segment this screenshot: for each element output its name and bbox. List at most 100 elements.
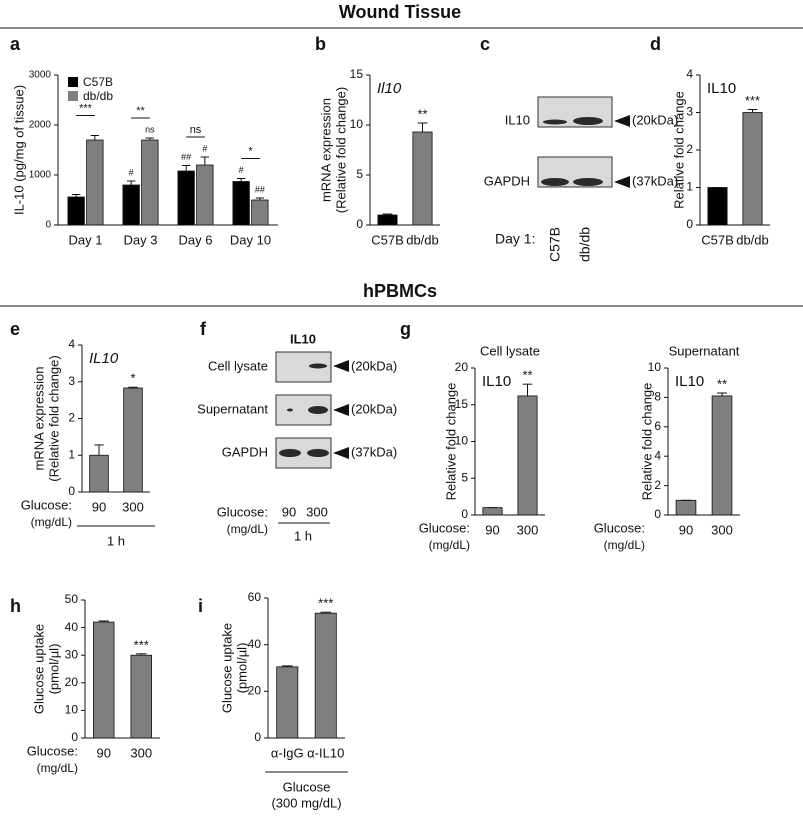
- y-axis-label: Relative fold change: [443, 383, 458, 501]
- y-axis-label: Glucose uptake: [219, 623, 234, 713]
- x-axis-label: (mg/dL): [31, 515, 72, 529]
- y-tick-label: 4: [654, 448, 661, 462]
- y-axis-label: Glucose uptake: [31, 624, 46, 714]
- y-tick-label: 20: [248, 684, 262, 698]
- x-tick-label: Day 3: [124, 232, 158, 247]
- x-axis-label: (mg/dL): [604, 538, 645, 552]
- panel-label: i: [198, 596, 203, 616]
- inset-label: IL10: [482, 373, 511, 390]
- blot-band: [573, 178, 603, 186]
- y-tick-label: 10: [350, 117, 364, 131]
- blot-header: IL10: [290, 331, 316, 346]
- x-tick-label: 90: [92, 499, 106, 514]
- x-axis-label: Glucose:: [594, 520, 645, 535]
- y-tick-label: 10: [65, 703, 79, 717]
- x-axis-label: (mg/dL): [37, 761, 78, 775]
- blot-x-label: Day 1:: [495, 231, 535, 247]
- inset-label: IL10: [675, 373, 704, 390]
- blot-row-label: IL10: [505, 112, 530, 127]
- y-tick-label: 40: [65, 620, 79, 634]
- blot-lane-label: db/db: [577, 227, 593, 262]
- y-tick-label: 3: [68, 374, 75, 388]
- y-tick-label: 10: [455, 434, 469, 448]
- y-axis-label: (pmol/µl): [46, 644, 61, 695]
- y-tick-label: 0: [254, 730, 261, 744]
- section-title: Wound Tissue: [339, 2, 461, 22]
- x-tick-label: C57B: [701, 232, 734, 247]
- x-tick-label: Day 10: [230, 232, 271, 247]
- bracket-label: *: [248, 145, 253, 157]
- x-tick-label: α-IL10: [307, 745, 344, 760]
- blot-size-label: (20kDa): [351, 358, 397, 373]
- y-tick-label: 0: [654, 507, 661, 521]
- blot-size-label: (20kDa): [351, 401, 397, 416]
- bar-annotation: ***: [745, 93, 760, 108]
- bar: [251, 199, 269, 226]
- y-tick-label: 3: [686, 105, 693, 119]
- y-tick-label: 2: [654, 478, 661, 492]
- bar: [232, 181, 250, 226]
- chart-title: Supernatant: [669, 343, 740, 358]
- bar: [314, 612, 337, 739]
- x-tick-label: 90: [679, 522, 693, 537]
- y-tick-label: 6: [654, 419, 661, 433]
- bar: [482, 507, 503, 516]
- blot-band: [541, 178, 569, 186]
- blot-row-label: GAPDH: [222, 444, 268, 459]
- blot-x-label: (mg/dL): [227, 522, 268, 536]
- y-tick-label: 30: [65, 647, 79, 661]
- bar-annotation: ##: [181, 152, 191, 162]
- y-axis-label: Relative fold change: [671, 91, 686, 209]
- bar-annotation: **: [522, 368, 532, 383]
- chart-title: Cell lysate: [480, 343, 540, 358]
- footer-label: Glucose: [283, 779, 331, 794]
- inset-label: IL10: [89, 350, 119, 367]
- blot-band: [279, 449, 301, 457]
- x-tick-label: 300: [711, 522, 733, 537]
- bar-annotation: ##: [255, 184, 265, 194]
- bar: [711, 395, 733, 516]
- y-axis-label: IL-10 (pg/mg of tissue): [11, 85, 26, 215]
- panel-label: a: [10, 34, 21, 54]
- y-axis-label: mRNA expression: [31, 366, 46, 470]
- blot-size-label: (37kDa): [632, 173, 678, 188]
- y-tick-label: 60: [248, 590, 262, 604]
- y-tick-label: 2: [686, 142, 693, 156]
- panel-label: h: [10, 596, 21, 616]
- x-tick-label: 300: [517, 522, 539, 537]
- blot-band: [543, 119, 567, 125]
- blot-footer: 1 h: [294, 528, 312, 543]
- bar: [130, 654, 152, 739]
- blot-row-label: Cell lysate: [208, 358, 268, 373]
- x-axis-label: Glucose:: [21, 497, 72, 512]
- y-axis-label: mRNA expression: [318, 98, 333, 202]
- bar: [276, 666, 299, 739]
- bar-annotation: #: [202, 143, 207, 153]
- x-tick-label: Day 1: [69, 232, 103, 247]
- panel-label: f: [200, 319, 207, 339]
- bar: [742, 112, 763, 226]
- y-tick-label: 1000: [29, 170, 52, 181]
- legend-label: db/db: [83, 89, 113, 103]
- bar: [196, 164, 214, 226]
- legend-swatch: [68, 77, 78, 87]
- y-tick-label: 0: [356, 217, 363, 231]
- y-tick-label: 4: [68, 337, 75, 351]
- blot-size-label: (20kDa): [632, 112, 678, 127]
- y-tick-label: 5: [356, 167, 363, 181]
- bracket-label: ***: [79, 102, 93, 114]
- y-tick-label: 1: [68, 447, 75, 461]
- blot-arrow: [614, 176, 630, 188]
- bar-annotation: ***: [318, 596, 333, 611]
- bar: [141, 139, 159, 226]
- blot-lane-label: 300: [306, 504, 328, 519]
- y-tick-label: 20: [455, 360, 469, 374]
- x-tick-label: 300: [130, 745, 152, 760]
- section-title: hPBMCs: [363, 281, 437, 301]
- y-axis-label: (pmol/µl): [234, 643, 249, 694]
- y-tick-label: 1: [686, 180, 693, 194]
- y-tick-label: 0: [71, 730, 78, 744]
- y-tick-label: 2: [68, 411, 75, 425]
- blot-row-label: Supernatant: [197, 401, 268, 416]
